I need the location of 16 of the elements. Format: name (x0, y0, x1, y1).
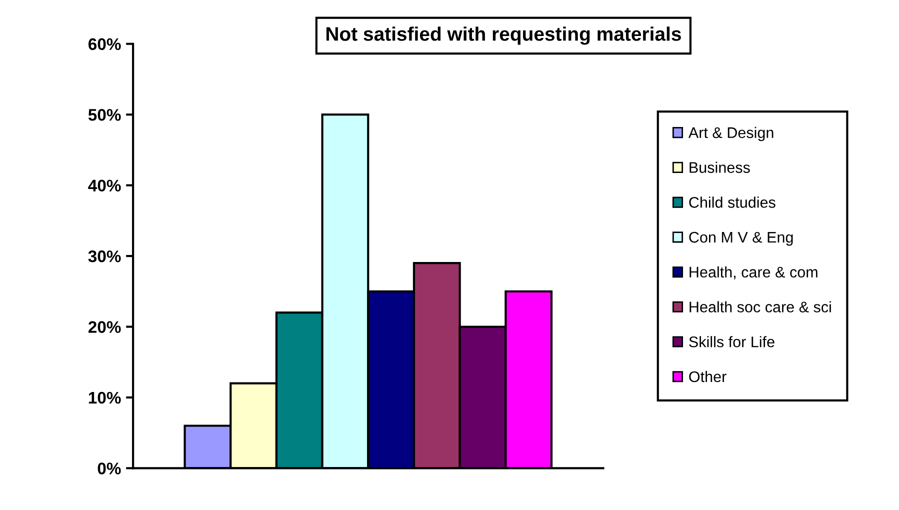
y-tick-label: 20% (88, 321, 121, 333)
y-tick-label: 30% (88, 250, 121, 262)
legend-label: Con M V & Eng (689, 232, 793, 246)
y-tick-label: 40% (88, 180, 121, 192)
y-tick-label: 10% (88, 392, 121, 404)
y-tick-label: 0% (98, 462, 121, 474)
legend-label: Health, care & com (690, 266, 818, 280)
legend-label: Health soc care & sci (690, 301, 831, 312)
chart-title: Not satisfied with requesting materials (326, 26, 681, 45)
legend-label: Skills for Life (689, 336, 774, 348)
legend-label: Child studies (689, 196, 776, 208)
legend-label: Business (690, 162, 750, 173)
y-tick-label: 50% (88, 108, 121, 121)
legend-label: Other (689, 370, 726, 382)
y-tick-label: 60% (88, 38, 121, 50)
legend-label: Art & Design (688, 126, 774, 142)
